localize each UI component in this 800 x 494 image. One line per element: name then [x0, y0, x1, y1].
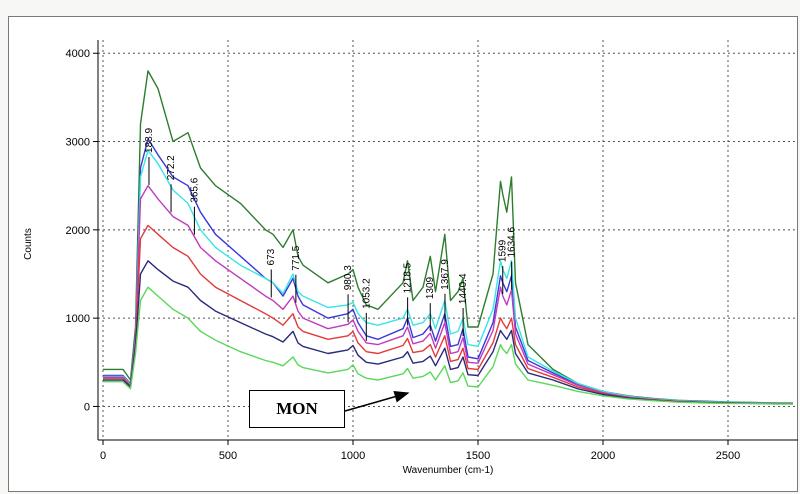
x-tick-label: 0	[100, 450, 106, 462]
x-tick-label: 2000	[591, 450, 615, 462]
axis-ticks: 0 500 1000 1500 2000 2500 0 1000 2000 3000 4000	[66, 48, 741, 462]
peak-label: 1634.6	[507, 227, 518, 258]
series-line-5	[103, 224, 793, 405]
grid-lines	[98, 40, 798, 440]
peak-label: 1367.9	[440, 259, 451, 290]
peak-label: 1440.4	[458, 273, 469, 304]
y-tick-label: 1000	[66, 313, 90, 325]
peak-label: 1053.2	[361, 278, 372, 309]
peak-label: 673	[266, 248, 277, 265]
series-line-4	[103, 184, 793, 405]
peak-label: 980.3	[343, 265, 354, 290]
annotation-label: MON	[249, 390, 345, 428]
peak-label: 1309	[425, 276, 436, 299]
y-tick-label: 0	[84, 401, 90, 413]
series-line-7	[103, 286, 793, 405]
peak-annotations: 183.9 272.2 365.6 673 771.5 980.3 1053.2 1218.5…	[144, 128, 518, 341]
peak-label: 365.6	[189, 177, 200, 202]
series-line-3	[103, 149, 793, 404]
peak-label: 1599	[498, 239, 509, 262]
y-tick-label: 4000	[66, 48, 90, 60]
spectrum-series	[103, 70, 793, 405]
peak-label: 272.2	[166, 155, 177, 180]
peak-label: 1218.5	[403, 262, 414, 293]
x-tick-label: 1500	[466, 450, 490, 462]
x-tick-label: 500	[219, 450, 237, 462]
peak-label: 771.5	[291, 245, 302, 270]
y-tick-label: 3000	[66, 137, 90, 149]
y-tick-label: 2000	[66, 225, 90, 237]
x-tick-label: 2500	[716, 450, 740, 462]
annotation-arrow	[344, 390, 410, 412]
series-line-6	[103, 260, 793, 405]
peak-label: 183.9	[144, 128, 155, 153]
y-axis-label: Counts	[23, 228, 34, 260]
x-tick-label: 1000	[341, 450, 365, 462]
x-axis-label: Wavenumber (cm-1)	[403, 465, 494, 476]
series-line-2	[103, 138, 793, 405]
